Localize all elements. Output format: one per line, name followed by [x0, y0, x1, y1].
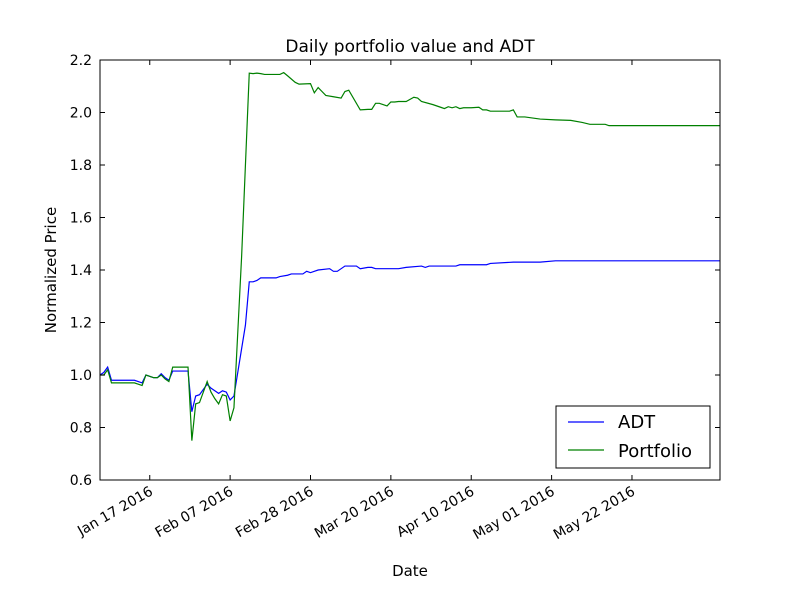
y-tick-label: 0.6 [70, 473, 92, 489]
y-tick-label: 2.0 [70, 106, 92, 122]
series-layer [99, 71, 720, 441]
y-tick-label: 2.2 [70, 53, 92, 69]
series-line-portfolio [100, 71, 720, 441]
legend-box [555, 405, 711, 469]
chart-title: Daily portfolio value and ADT [285, 37, 535, 57]
legend: ADT Portfolio [555, 405, 711, 469]
legend-label-portfolio: Portfolio [618, 441, 692, 462]
y-tick-label: 1.6 [70, 211, 92, 227]
y-axis-label: Normalized Price [42, 207, 60, 333]
y-tick-label: 1.2 [70, 316, 92, 332]
y-tick-label: 1.4 [70, 263, 92, 279]
x-axis-label: Date [392, 562, 428, 580]
y-axis: 0.6 0.8 1.0 1.2 1.4 1.6 1.8 2.0 2.2 [70, 53, 720, 489]
y-tick-label: 1.0 [70, 368, 92, 384]
y-tick-label: 0.8 [70, 421, 92, 437]
legend-label-adt: ADT [618, 412, 656, 433]
y-tick-label: 1.8 [70, 158, 92, 174]
